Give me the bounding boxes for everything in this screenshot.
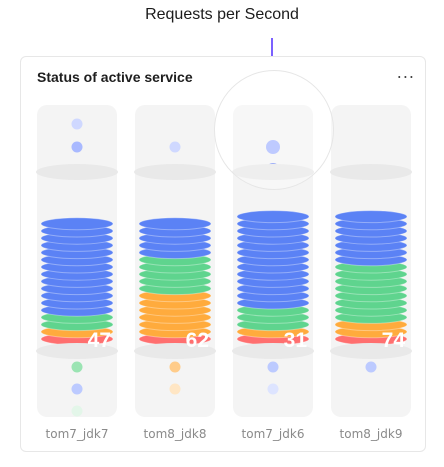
value-label: 74 [382, 329, 406, 352]
service-label-1: tom8_jdk8 [143, 427, 207, 441]
more-options-icon[interactable]: ... [396, 63, 415, 82]
service-status-card: Status of active service ... 47 62 31 74 to… [20, 56, 426, 452]
stacks-layer: 47 62 31 74 [36, 118, 412, 417]
bottom-dot [267, 383, 279, 395]
top-cap [36, 164, 118, 180]
magnifier-lens [214, 70, 334, 190]
bottom-cap [134, 343, 216, 359]
top-dot [71, 141, 83, 153]
blue-ring [40, 217, 114, 231]
service-label-3: tom8_jdk9 [339, 427, 403, 441]
bottom-dot [169, 361, 181, 373]
value-label: 62 [186, 329, 209, 352]
service-label-0: tom7_jdk7 [45, 427, 109, 441]
annotation-label: Requests per Second [145, 6, 299, 23]
bottom-dot [71, 361, 83, 373]
blue-ring [334, 210, 408, 224]
bottom-dot [267, 361, 279, 373]
top-cap [330, 164, 412, 180]
blue-ring [138, 217, 212, 231]
card-title: Status of active service [37, 69, 193, 85]
bottom-dot [365, 361, 377, 373]
bottom-dot [169, 383, 181, 395]
value-label: 47 [88, 329, 111, 352]
bottom-dot [71, 405, 83, 417]
bottom-cap [232, 343, 314, 359]
service-label-2: tom7_jdk6 [241, 427, 305, 441]
bottom-cap [330, 343, 412, 359]
top-dot [71, 118, 83, 130]
top-dot [169, 141, 181, 153]
value-label: 31 [284, 329, 308, 352]
blue-ring [236, 210, 310, 224]
bottom-dot [71, 383, 83, 395]
bottom-cap [36, 343, 118, 359]
top-cap [134, 164, 216, 180]
